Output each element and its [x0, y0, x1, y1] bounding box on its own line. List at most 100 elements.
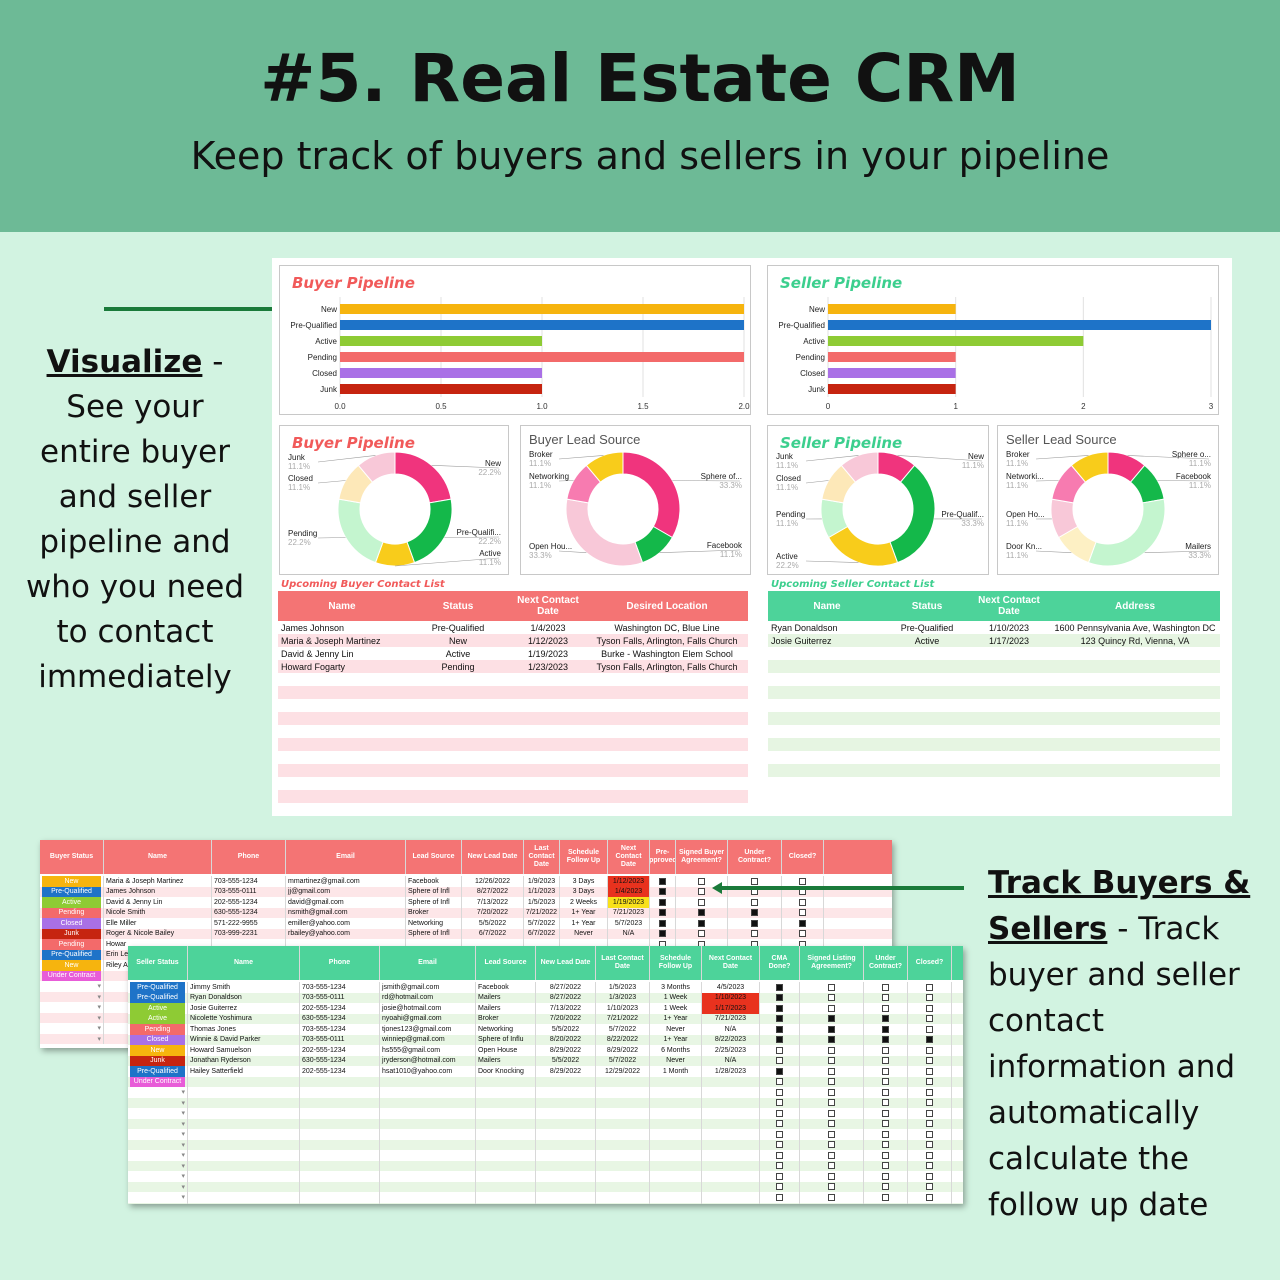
sheet-checkbox-cell[interactable]	[908, 1160, 952, 1171]
sheet-checkbox-cell[interactable]	[800, 1066, 864, 1077]
checkbox[interactable]	[828, 1162, 835, 1170]
checkbox[interactable]	[776, 1193, 783, 1201]
table-row[interactable]: Josie Guiterrez Active 1/17/2023 123 Quincy…	[768, 634, 1220, 647]
checkbox[interactable]	[776, 1078, 783, 1086]
checkbox[interactable]	[776, 1057, 783, 1065]
checkbox[interactable]	[828, 1120, 835, 1128]
sheet-checkbox-cell[interactable]	[800, 1076, 864, 1087]
checkbox[interactable]	[828, 1015, 835, 1023]
sheet-checkbox-cell[interactable]	[908, 982, 952, 993]
checkbox[interactable]	[776, 1004, 783, 1012]
checkbox[interactable]	[776, 1120, 783, 1128]
status-badge[interactable]: Pre-Qualified	[130, 1066, 185, 1077]
sheet-checkbox-cell[interactable]	[728, 876, 782, 887]
checkbox[interactable]	[828, 1067, 835, 1075]
checkbox[interactable]	[698, 909, 705, 917]
checkbox[interactable]	[926, 1057, 933, 1065]
sheet-checkbox-cell[interactable]	[676, 928, 728, 939]
table-row[interactable]: Maria & Joseph Martinez New 1/12/2023 Tyson…	[278, 634, 748, 647]
sheet-checkbox-cell[interactable]	[864, 1076, 908, 1087]
sheet-checkbox-cell[interactable]	[650, 897, 676, 908]
checkbox[interactable]	[698, 898, 705, 906]
sheet-row[interactable]: Under Contract	[128, 1076, 963, 1087]
sheet-checkbox-cell[interactable]	[800, 1024, 864, 1035]
checkbox[interactable]	[926, 994, 933, 1002]
sheet-row[interactable]: Active David & Jenny Lin 202-555-1234 david…	[40, 897, 892, 908]
sheet-checkbox-cell[interactable]	[760, 1045, 800, 1056]
sheet-row[interactable]: ▾	[128, 1118, 963, 1129]
sheet-checkbox-cell[interactable]	[800, 1118, 864, 1129]
sheet-checkbox-cell[interactable]	[908, 1076, 952, 1087]
checkbox[interactable]	[659, 898, 666, 906]
sheet-checkbox-cell[interactable]	[864, 1003, 908, 1014]
sheet-row[interactable]: Closed Elle Miller 571-222-9955 emiller@yah…	[40, 918, 892, 929]
checkbox[interactable]	[828, 1193, 835, 1201]
checkbox[interactable]	[828, 983, 835, 991]
sheet-checkbox-cell[interactable]	[800, 1097, 864, 1108]
checkbox[interactable]	[882, 1193, 889, 1201]
sheet-checkbox-cell[interactable]	[676, 886, 728, 897]
checkbox[interactable]	[882, 1141, 889, 1149]
sheet-checkbox-cell[interactable]	[728, 907, 782, 918]
sheet-checkbox-cell[interactable]	[864, 1202, 908, 1204]
checkbox[interactable]	[828, 1004, 835, 1012]
checkbox[interactable]	[751, 909, 758, 917]
sheet-checkbox-cell[interactable]	[864, 1034, 908, 1045]
checkbox[interactable]	[882, 1004, 889, 1012]
sheet-checkbox-cell[interactable]	[908, 1066, 952, 1077]
sheet-checkbox-cell[interactable]	[800, 1108, 864, 1119]
sheet-checkbox-cell[interactable]	[760, 1087, 800, 1098]
checkbox[interactable]	[776, 1099, 783, 1107]
checkbox[interactable]	[799, 930, 806, 938]
checkbox[interactable]	[882, 1036, 889, 1044]
status-badge[interactable]: New	[42, 960, 101, 971]
sheet-checkbox-cell[interactable]	[782, 897, 824, 908]
sheet-checkbox-cell[interactable]	[864, 1108, 908, 1119]
sheet-checkbox-cell[interactable]	[908, 1055, 952, 1066]
checkbox[interactable]	[776, 1015, 783, 1023]
checkbox[interactable]	[882, 1025, 889, 1033]
checkbox[interactable]	[828, 1046, 835, 1054]
checkbox[interactable]	[776, 1067, 783, 1075]
sheet-checkbox-cell[interactable]	[864, 992, 908, 1003]
checkbox[interactable]	[799, 919, 806, 927]
table-row[interactable]	[278, 751, 748, 764]
checkbox[interactable]	[776, 1025, 783, 1033]
checkbox[interactable]	[828, 1172, 835, 1180]
sheet-checkbox-cell[interactable]	[650, 907, 676, 918]
sheet-row[interactable]: Pre-Qualified Ryan Donaldson 703-555-0111 r…	[128, 992, 963, 1003]
sheet-checkbox-cell[interactable]	[864, 1066, 908, 1077]
sheet-checkbox-cell[interactable]	[800, 992, 864, 1003]
status-badge[interactable]: Under Contract	[42, 970, 101, 981]
checkbox[interactable]	[926, 1067, 933, 1075]
sheet-row[interactable]: Active Josie Guiterrez 202-555-1234 josie@h…	[128, 1003, 963, 1014]
table-row[interactable]	[278, 790, 748, 803]
checkbox[interactable]	[659, 909, 666, 917]
sheet-checkbox-cell[interactable]	[650, 928, 676, 939]
sheet-row[interactable]: ▾	[128, 1139, 963, 1150]
checkbox[interactable]	[698, 888, 705, 896]
checkbox[interactable]	[926, 1046, 933, 1054]
table-row[interactable]	[768, 660, 1220, 673]
checkbox[interactable]	[659, 877, 666, 885]
status-badge[interactable]: Active	[42, 897, 101, 908]
sheet-checkbox-cell[interactable]	[908, 1181, 952, 1192]
checkbox[interactable]	[882, 1057, 889, 1065]
table-row[interactable]: David & Jenny Lin Active 1/19/2023 Burke - …	[278, 647, 748, 660]
sheet-checkbox-cell[interactable]	[908, 1118, 952, 1129]
sheet-checkbox-cell[interactable]	[760, 1118, 800, 1129]
table-row[interactable]	[768, 686, 1220, 699]
sheet-checkbox-cell[interactable]	[864, 1013, 908, 1024]
checkbox[interactable]	[776, 1036, 783, 1044]
sheet-checkbox-cell[interactable]	[800, 1171, 864, 1182]
checkbox[interactable]	[776, 1141, 783, 1149]
checkbox[interactable]	[882, 1151, 889, 1159]
sheet-checkbox-cell[interactable]	[864, 1055, 908, 1066]
sheet-row[interactable]: Pre-Qualified Hailey Satterfield 202-555-1…	[128, 1066, 963, 1077]
checkbox[interactable]	[926, 1025, 933, 1033]
table-row[interactable]: Howard Fogarty Pending 1/23/2023 Tyson Fall…	[278, 660, 748, 673]
status-badge[interactable]: Closed	[42, 918, 101, 929]
sheet-row[interactable]: ▾	[128, 1181, 963, 1192]
status-badge[interactable]: Pre-Qualified	[42, 949, 101, 960]
sheet-checkbox-cell[interactable]	[800, 1034, 864, 1045]
